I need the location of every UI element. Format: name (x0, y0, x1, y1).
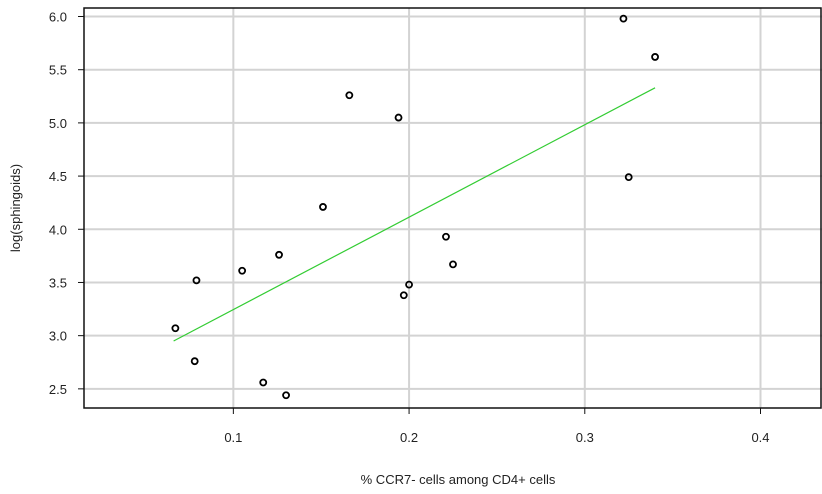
data-point (651, 53, 659, 61)
x-axis-title: % CCR7- cells among CD4+ cells (361, 472, 556, 487)
y-tick-label: 5.5 (49, 63, 67, 78)
data-point (624, 173, 633, 182)
x-tick-label: 0.4 (751, 430, 769, 445)
data-point (190, 357, 199, 366)
data-point (171, 324, 180, 333)
x-axis-ticks: 0.1 0.2 0.3 0.4 (224, 408, 770, 445)
plot-frame (83, 7, 822, 409)
data-point (319, 203, 327, 211)
y-tick-label: 3.0 (49, 329, 67, 344)
data-point (399, 291, 408, 300)
y-tick-label: 5.0 (49, 116, 67, 131)
grid-lines (84, 8, 822, 408)
x-tick-label: 0.2 (400, 430, 418, 445)
data-point (449, 260, 457, 269)
y-axis-title: log(sphingoids) (8, 164, 23, 252)
x-tick-label: 0.1 (224, 430, 242, 445)
y-tick-label: 3.5 (49, 275, 67, 290)
data-point (394, 113, 403, 122)
y-axis-ticks: 2.5 3.0 3.5 4.0 4.5 5.0 5.5 6.0 (49, 10, 84, 397)
x-tick-label: 0.3 (576, 430, 594, 445)
regression-line (173, 87, 656, 342)
data-point (259, 378, 268, 387)
y-tick-label: 4.5 (49, 169, 67, 184)
data-point (275, 250, 283, 259)
data-point (282, 391, 290, 400)
data-point (238, 266, 247, 275)
data-point (405, 280, 413, 289)
regression-line-group (173, 87, 656, 342)
data-point (442, 232, 450, 241)
data-point (192, 276, 201, 285)
data-point (619, 14, 628, 23)
data-point (345, 91, 354, 100)
y-tick-label: 6.0 (49, 10, 67, 25)
y-tick-label: 2.5 (49, 382, 67, 397)
data-points (171, 14, 659, 400)
y-tick-label: 4.0 (49, 222, 67, 237)
